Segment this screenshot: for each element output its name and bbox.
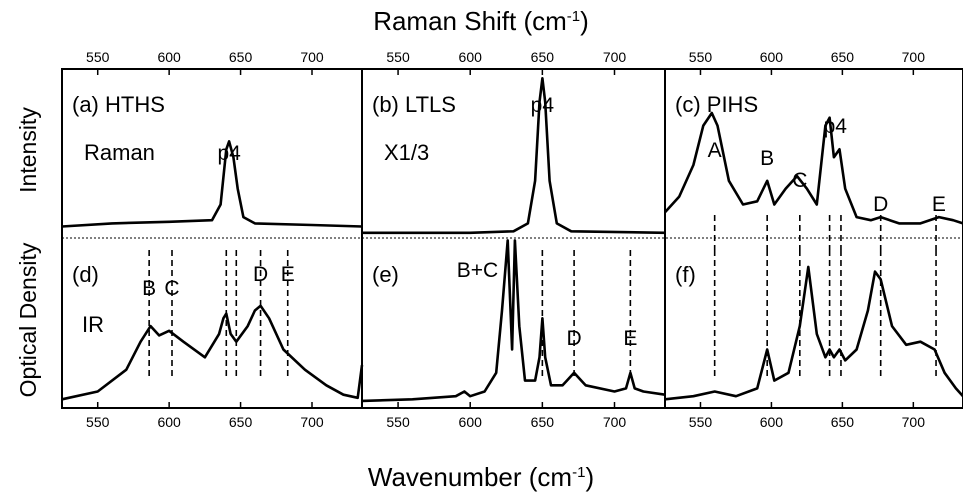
top-axis-label-close: ) xyxy=(580,6,589,36)
spectrum-line-b xyxy=(362,77,666,235)
left-label-intensity: Intensity xyxy=(15,107,41,193)
tick-label-bottom-f-600: 600 xyxy=(760,414,784,430)
peak-label-e-D: D xyxy=(567,327,582,350)
bottom-axis-label: Wavenumber (cm-1) xyxy=(368,462,594,492)
tick-label-bottom-e-700: 700 xyxy=(603,414,627,430)
bottom-axis-label-close: ) xyxy=(585,462,594,492)
tick-label-bottom-d-600: 600 xyxy=(157,414,181,430)
spectrum-line-f xyxy=(664,265,963,401)
tick-label-top-a-650: 650 xyxy=(229,49,253,65)
panel-title-e: (e) xyxy=(372,262,399,287)
peak-label-c-E: E xyxy=(932,193,946,216)
spectrum-line-e xyxy=(361,239,666,403)
tick-label-bottom-e-600: 600 xyxy=(459,414,483,430)
peak-label-e-B+C: B+C xyxy=(457,259,498,282)
peak-label-c-D: D xyxy=(873,193,888,216)
tick-label-top-b-600: 600 xyxy=(459,49,483,65)
top-axis-label-sup: -1 xyxy=(567,8,580,25)
panel-title-f: (f) xyxy=(675,262,696,287)
bottom-axis-label-sup: -1 xyxy=(572,464,585,481)
tick-label-bottom-d-550: 550 xyxy=(86,414,110,430)
tick-label-top-a-550: 550 xyxy=(86,49,110,65)
tick-label-top-b-550: 550 xyxy=(386,49,410,65)
tick-label-top-c-650: 650 xyxy=(831,49,855,65)
tick-label-top-c-550: 550 xyxy=(689,49,713,65)
tick-label-bottom-d-700: 700 xyxy=(300,414,324,430)
peak-label-d-D: D xyxy=(253,263,268,286)
tick-label-top-b-700: 700 xyxy=(603,49,627,65)
panel-title-b: (b) LTLS xyxy=(372,92,456,117)
tick-label-bottom-f-550: 550 xyxy=(689,414,713,430)
peak-label-c-p4: p4 xyxy=(824,115,848,138)
peak-label-c-B: B xyxy=(760,147,774,170)
panel-title-a: (a) HTHS xyxy=(72,92,165,117)
peak-label-b-p4: p4 xyxy=(531,94,555,117)
peak-label-d-C: C xyxy=(164,277,179,300)
peak-label-c-C: C xyxy=(792,169,807,192)
tick-label-bottom-d-650: 650 xyxy=(229,414,253,430)
panel-title-c: (c) PIHS xyxy=(675,92,758,117)
peak-label-d-E: E xyxy=(281,263,295,286)
peak-label-a-p4: p4 xyxy=(217,142,241,165)
left-label-optical-density: Optical Density xyxy=(15,242,41,397)
panel-subtitle-b: X1/3 xyxy=(384,140,429,165)
tick-label-top-c-700: 700 xyxy=(902,49,926,65)
peak-label-d-B: B xyxy=(142,277,156,300)
tick-label-top-c-600: 600 xyxy=(760,49,784,65)
tick-label-top-a-700: 700 xyxy=(300,49,324,65)
panel-title-d: (d) xyxy=(72,262,99,287)
spectrum-line-c xyxy=(664,111,963,225)
peak-label-e-E: E xyxy=(623,327,637,350)
spectrum-line-d xyxy=(61,304,364,401)
tick-label-bottom-f-700: 700 xyxy=(902,414,926,430)
tick-label-bottom-e-650: 650 xyxy=(531,414,555,430)
tick-label-bottom-e-550: 550 xyxy=(386,414,410,430)
top-axis-label: Raman Shift (cm-1) xyxy=(373,6,589,36)
panel-frame-col-3 xyxy=(664,68,963,409)
tick-label-bottom-f-650: 650 xyxy=(831,414,855,430)
panel-subtitle-a: Raman xyxy=(84,140,155,165)
panel-subtitle-d: IR xyxy=(82,312,104,337)
spectrum-line-a xyxy=(61,140,363,228)
tick-label-top-a-600: 600 xyxy=(157,49,181,65)
peak-label-c-A: A xyxy=(708,139,722,162)
bottom-axis-label-text: Wavenumber (cm xyxy=(368,462,572,492)
top-axis-label-text: Raman Shift (cm xyxy=(373,6,567,36)
panels-group: 550 600 650 700 (a) HTHS Raman p4 550 600 650 700 (… xyxy=(61,49,963,430)
tick-label-top-b-650: 650 xyxy=(531,49,555,65)
